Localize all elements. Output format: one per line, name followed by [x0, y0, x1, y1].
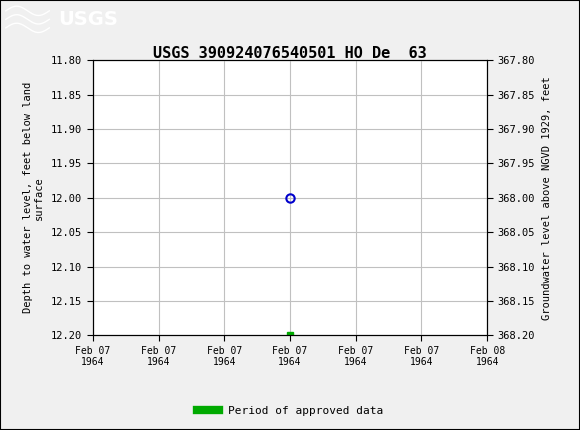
Text: USGS 390924076540501 HO De  63: USGS 390924076540501 HO De 63 [153, 46, 427, 61]
Y-axis label: Groundwater level above NGVD 1929, feet: Groundwater level above NGVD 1929, feet [542, 76, 552, 319]
Text: USGS: USGS [58, 10, 118, 29]
Legend: Period of approved data: Period of approved data [193, 401, 387, 420]
Y-axis label: Depth to water level, feet below land
surface: Depth to water level, feet below land su… [23, 82, 44, 313]
